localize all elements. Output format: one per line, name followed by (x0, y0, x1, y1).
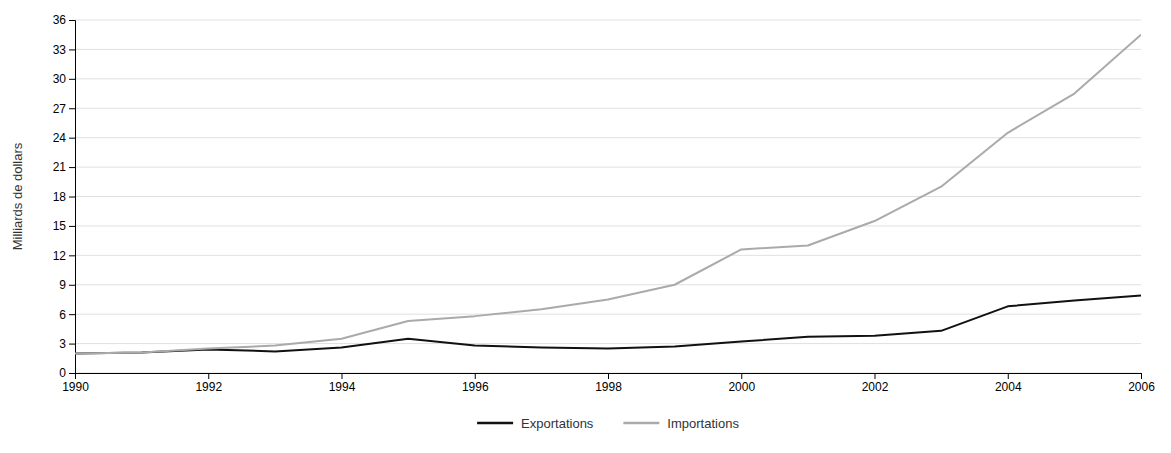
y-axis-tick: 0 (59, 366, 75, 380)
legend: Exportations Importations (477, 416, 739, 431)
x-axis-tick-mark (875, 373, 876, 379)
y-axis-tick-label: 3 (59, 337, 66, 351)
x-axis-line (76, 374, 1142, 380)
y-axis-tick: 24 (53, 131, 75, 145)
y-axis-title: Milliards de dollars (10, 142, 25, 250)
y-axis-tick-mark (69, 314, 75, 315)
y-axis-tick-label: 24 (53, 131, 67, 145)
y-axis-tick-mark (69, 197, 75, 198)
y-axis-tick-label: 18 (53, 190, 67, 204)
y-axis-tick: 12 (53, 249, 75, 263)
x-axis-tick: 2002 (862, 373, 889, 394)
grid-line (75, 225, 1141, 226)
series-line (75, 296, 1141, 354)
y-axis-tick-label: 12 (53, 249, 67, 263)
y-axis-line (69, 21, 76, 374)
legend-item: Exportations (477, 416, 594, 431)
x-axis-tick: 1994 (329, 373, 356, 394)
x-axis-tick: 2000 (728, 373, 755, 394)
x-axis-tick: 1998 (595, 373, 622, 394)
grid-line (75, 196, 1141, 197)
grid-line (75, 20, 1141, 21)
x-axis-tick: 1992 (195, 373, 222, 394)
grid-line (75, 343, 1141, 344)
grid-line (75, 108, 1141, 109)
y-axis-tick-label: 0 (59, 366, 66, 380)
y-axis-tick: 3 (59, 337, 75, 351)
y-axis-tick: 30 (53, 72, 75, 86)
x-axis-tick-label: 1994 (329, 380, 356, 394)
grid-line (75, 284, 1141, 285)
grid-line (75, 49, 1141, 50)
y-axis-tick-label: 27 (53, 102, 67, 116)
legend-swatch (623, 422, 659, 425)
x-axis-tick-label: 1992 (195, 380, 222, 394)
x-axis-tick: 1990 (62, 373, 89, 394)
y-axis-tick-mark (69, 373, 75, 374)
x-axis-tick: 2006 (1128, 373, 1155, 394)
y-axis-tick-label: 21 (53, 160, 67, 174)
y-axis-tick: 6 (59, 308, 75, 322)
grid-line (75, 137, 1141, 138)
plot-area: 1990199219941996199820002002200420060369… (53, 13, 1156, 393)
grid-line (75, 314, 1141, 315)
grid-line (75, 167, 1141, 168)
chart-container: 1990199219941996199820002002200420060369… (0, 0, 1171, 453)
y-axis-tick: 33 (53, 43, 75, 57)
y-axis-tick-label: 15 (53, 219, 67, 233)
legend-label: Importations (667, 416, 739, 431)
legend-item: Importations (623, 416, 739, 431)
y-axis-tick-mark (69, 20, 75, 21)
y-axis-tick-label: 30 (53, 72, 67, 86)
x-axis-tick-mark (741, 373, 742, 379)
x-axis-tick: 2004 (995, 373, 1022, 394)
y-axis-tick: 27 (53, 102, 75, 116)
y-axis-tick: 18 (53, 190, 75, 204)
y-axis-tick: 36 (53, 13, 75, 27)
y-axis-tick-label: 36 (53, 13, 67, 27)
y-axis-tick-mark (69, 285, 75, 286)
y-axis: 0369121518212427303336 (53, 13, 76, 380)
x-axis-tick-label: 2006 (1128, 380, 1155, 394)
x-axis-tick: 1996 (462, 373, 489, 394)
x-axis-tick-mark (1008, 373, 1009, 379)
x-axis-tick-label: 2000 (728, 380, 755, 394)
legend-swatch (477, 422, 513, 425)
y-axis-tick: 15 (53, 219, 75, 233)
y-axis-tick-mark (69, 255, 75, 256)
x-axis: 1990 1992 1994 1996 1998 2000 2002 2004 2006 (62, 373, 1155, 394)
y-axis-tick-mark (69, 226, 75, 227)
x-axis-tick-label: 1990 (62, 380, 89, 394)
x-axis-tick-label: 2004 (995, 380, 1022, 394)
y-axis-tick-label: 6 (59, 308, 66, 322)
y-axis-tick-mark (69, 167, 75, 168)
grid-line (75, 255, 1141, 256)
y-axis-tick-mark (69, 108, 75, 109)
series-line (75, 35, 1141, 354)
y-axis-tick: 9 (59, 278, 75, 292)
y-axis-tick-mark (69, 79, 75, 80)
x-axis-tick-mark (1141, 373, 1142, 379)
chart-svg: 1990199219941996199820002002200420060369… (0, 0, 1171, 453)
y-axis-tick-label: 9 (59, 278, 66, 292)
x-axis-tick-mark (208, 373, 209, 379)
x-axis-tick-label: 1998 (595, 380, 622, 394)
y-axis-tick: 21 (53, 160, 75, 174)
x-axis-tick-mark (475, 373, 476, 379)
x-axis-tick-mark (608, 373, 609, 379)
x-axis-tick-mark (342, 373, 343, 379)
x-axis-tick-label: 1996 (462, 380, 489, 394)
grid (75, 20, 1141, 373)
y-axis-tick-mark (69, 138, 75, 139)
lines (75, 35, 1141, 354)
y-axis-tick-mark (69, 344, 75, 345)
x-axis-tick-label: 2002 (862, 380, 889, 394)
grid-line (75, 78, 1141, 79)
y-axis-tick-label: 33 (53, 43, 67, 57)
legend-label: Exportations (521, 416, 594, 431)
y-axis-tick-mark (69, 49, 75, 50)
